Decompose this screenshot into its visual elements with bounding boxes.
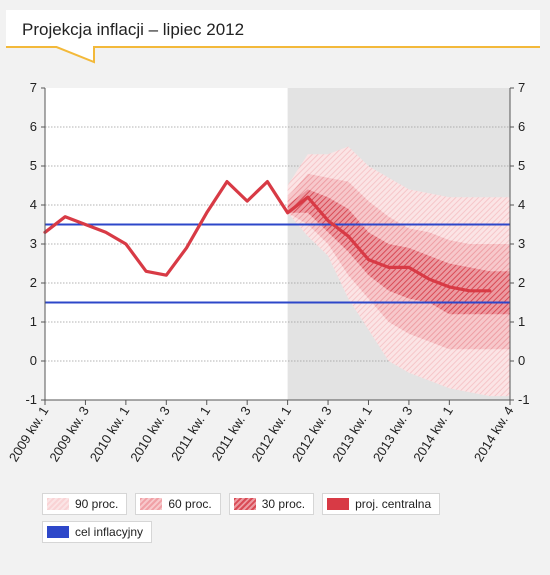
inflation-target-lines [45,223,510,304]
legend-item-central: proj. centralna [322,493,441,515]
chart-title: Projekcja inflacji – lipiec 2012 [22,20,245,39]
y-tick-label-left: 4 [30,197,37,212]
fan-chart-bands [287,146,510,397]
band-30 [287,189,510,315]
legend-item-90: 90 proc. [42,493,128,515]
x-tick-label: 2014 kw. 4 [471,404,517,465]
legend-label-90: 90 proc. [75,497,119,511]
y-tick-label-left: 5 [30,158,37,173]
y-tick-label-right: 1 [518,314,525,329]
y-tick-label-left: 0 [30,353,37,368]
x-tick-label: 2011 kw. 1 [168,404,213,464]
legend-item-30: 30 proc. [228,493,315,515]
x-tick-label: 2009 kw. 1 [6,404,52,465]
x-tick-label: 2014 kw. 1 [410,404,456,465]
legend-swatch-60 [140,498,163,510]
y-tick-label-right: 6 [518,119,525,134]
y-tick-label-right: 0 [518,353,525,368]
legend-label-60: 60 proc. [168,497,212,511]
x-tick-label: 2012 kw. 3 [289,404,335,465]
legend: 90 proc. 60 proc. 30 proc. proj. central… [42,493,472,549]
y-axis-left: -1 0 1 2 3 4 5 6 7 [25,80,46,407]
y-tick-label-right: 5 [518,158,525,173]
y-tick-label-left: 3 [30,236,37,251]
y-tick-label-right: 7 [518,80,525,95]
legend-label-central: proj. centralna [355,497,432,511]
x-tick-label: 2012 kw. 1 [248,404,294,465]
y-tick-label-left: 7 [30,80,37,95]
central-path-line [43,179,492,293]
y-axis-right: -1 0 1 2 3 4 5 6 7 [509,80,530,407]
legend-item-60: 60 proc. [135,493,221,515]
y-tick-label-left: 2 [30,275,37,290]
x-tick-label: 2010 kw. 3 [127,404,173,465]
chart-title-box: Projekcja inflacji – lipiec 2012 [6,10,540,48]
y-tick-label-left: -1 [25,392,37,407]
legend-swatch-90 [47,498,69,510]
legend-item-target: cel inflacyjny [42,521,153,543]
x-tick-label: 2011 kw. 3 [209,404,254,464]
y-tick-label-right: -1 [518,392,530,407]
y-tick-label-left: 1 [30,314,37,329]
y-tick-label-left: 6 [30,119,37,134]
y-tick-label-right: 4 [518,197,525,212]
x-tick-label: 2013 kw. 1 [329,404,375,465]
y-tick-label-right: 2 [518,275,525,290]
legend-swatch-target [47,526,69,538]
x-tick-label: 2009 kw. 3 [46,404,92,465]
y-tick-label-right: 3 [518,236,525,251]
legend-swatch-central [327,498,350,510]
title-callout-tail [54,46,95,64]
legend-swatch-30 [233,498,256,510]
x-tick-label: 2013 kw. 3 [370,404,416,465]
x-tick-label: 2010 kw. 1 [87,404,133,465]
legend-label-30: 30 proc. [261,497,306,511]
central-path [43,179,492,293]
legend-label-target: cel inflacyjny [75,525,144,539]
